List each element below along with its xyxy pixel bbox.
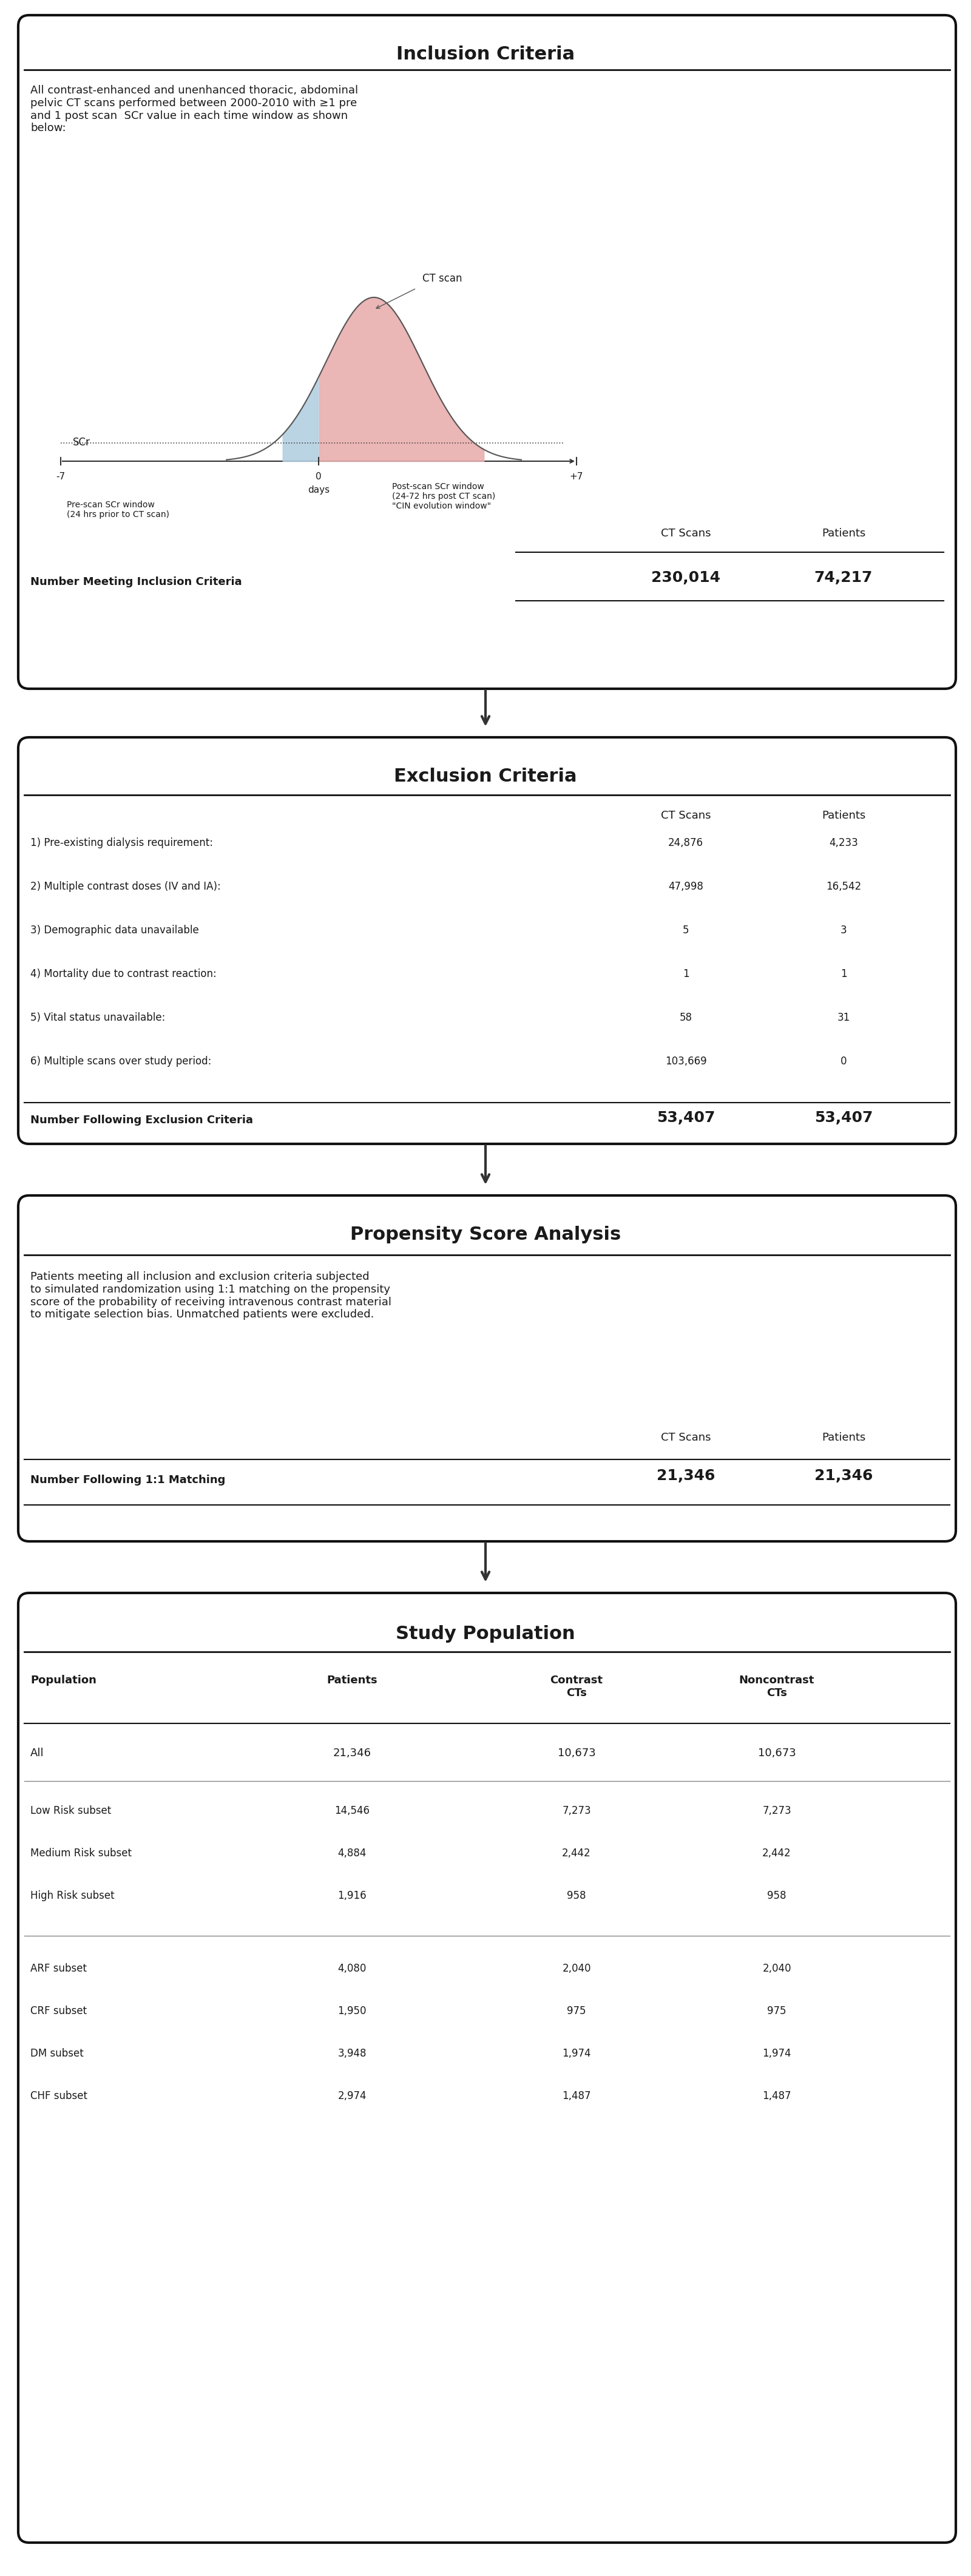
Text: 1: 1 [840, 969, 847, 979]
Text: Population: Population [30, 1674, 96, 1685]
Text: Number Following Exclusion Criteria: Number Following Exclusion Criteria [30, 1115, 253, 1126]
Text: 10,673: 10,673 [557, 1747, 595, 1759]
Text: 1,916: 1,916 [338, 1891, 366, 1901]
Text: SCr: SCr [73, 438, 90, 448]
Text: 6) Multiple scans over study period:: 6) Multiple scans over study period: [30, 1056, 212, 1066]
Text: 16,542: 16,542 [826, 881, 861, 891]
Text: 230,014: 230,014 [652, 569, 720, 585]
Text: 1,487: 1,487 [562, 2092, 591, 2102]
Text: Medium Risk subset: Medium Risk subset [30, 1847, 132, 1860]
Text: 4,233: 4,233 [829, 837, 858, 848]
Text: Number Following 1:1 Matching: Number Following 1:1 Matching [30, 1473, 225, 1486]
Text: 24,876: 24,876 [668, 837, 703, 848]
Text: Exclusion Criteria: Exclusion Criteria [394, 768, 577, 786]
Text: Patients: Patients [821, 809, 865, 822]
Text: 2,974: 2,974 [338, 2092, 366, 2102]
Text: 1) Pre-existing dialysis requirement:: 1) Pre-existing dialysis requirement: [30, 837, 213, 848]
Text: 5) Vital status unavailable:: 5) Vital status unavailable: [30, 1012, 165, 1023]
Text: Contrast
CTs: Contrast CTs [551, 1674, 603, 1698]
Text: 958: 958 [767, 1891, 787, 1901]
Text: 1,974: 1,974 [562, 2048, 591, 2058]
Text: 74,217: 74,217 [815, 569, 873, 585]
Text: 1,974: 1,974 [762, 2048, 791, 2058]
Text: 14,546: 14,546 [334, 1806, 370, 1816]
FancyBboxPatch shape [18, 737, 955, 1144]
Text: 10,673: 10,673 [757, 1747, 796, 1759]
Text: Study Population: Study Population [396, 1625, 575, 1643]
Text: 1: 1 [683, 969, 689, 979]
Text: Propensity Score Analysis: Propensity Score Analysis [351, 1226, 620, 1244]
Text: CHF subset: CHF subset [30, 2092, 87, 2102]
Text: 4) Mortality due to contrast reaction:: 4) Mortality due to contrast reaction: [30, 969, 217, 979]
Text: 53,407: 53,407 [656, 1110, 715, 1126]
Text: Post-scan SCr window
(24-72 hrs post CT scan)
"CIN evolution window": Post-scan SCr window (24-72 hrs post CT … [392, 482, 495, 510]
Text: All: All [30, 1747, 44, 1759]
Text: Noncontrast
CTs: Noncontrast CTs [739, 1674, 815, 1698]
Text: 4,884: 4,884 [338, 1847, 366, 1860]
Text: 2,442: 2,442 [762, 1847, 791, 1860]
Text: 1,950: 1,950 [338, 2007, 366, 2017]
Text: Patients: Patients [821, 528, 865, 538]
FancyBboxPatch shape [18, 1195, 955, 1540]
Text: 3: 3 [840, 925, 847, 935]
Text: 958: 958 [567, 1891, 586, 1901]
Text: 2,040: 2,040 [562, 1963, 591, 1973]
Text: 5: 5 [683, 925, 689, 935]
Text: 2,442: 2,442 [562, 1847, 591, 1860]
Text: 2,040: 2,040 [762, 1963, 791, 1973]
Text: DM subset: DM subset [30, 2048, 84, 2058]
Text: 21,346: 21,346 [333, 1747, 371, 1759]
Text: 21,346: 21,346 [815, 1468, 873, 1484]
Text: Number Meeting Inclusion Criteria: Number Meeting Inclusion Criteria [30, 577, 242, 587]
Text: 58: 58 [680, 1012, 692, 1023]
FancyBboxPatch shape [18, 15, 955, 688]
Text: Patients: Patients [821, 1432, 865, 1443]
FancyBboxPatch shape [18, 1592, 955, 2543]
Text: 4,080: 4,080 [338, 1963, 366, 1973]
Text: Pre-scan SCr window
(24 hrs prior to CT scan): Pre-scan SCr window (24 hrs prior to CT … [67, 500, 169, 518]
Text: CT Scans: CT Scans [660, 528, 711, 538]
Text: All contrast-enhanced and unenhanced thoracic, abdominal
pelvic CT scans perform: All contrast-enhanced and unenhanced tho… [30, 85, 358, 134]
Text: 31: 31 [837, 1012, 850, 1023]
Text: 1,487: 1,487 [762, 2092, 791, 2102]
Text: 7,273: 7,273 [562, 1806, 591, 1816]
Text: 103,669: 103,669 [665, 1056, 707, 1066]
Text: CT scan: CT scan [422, 273, 462, 283]
Text: ARF subset: ARF subset [30, 1963, 86, 1973]
Text: +7: +7 [570, 471, 584, 482]
Text: days: days [308, 484, 329, 495]
Text: 0: 0 [840, 1056, 847, 1066]
Text: 7,273: 7,273 [762, 1806, 791, 1816]
Text: 3) Demographic data unavailable: 3) Demographic data unavailable [30, 925, 199, 935]
Text: 2) Multiple contrast doses (IV and IA):: 2) Multiple contrast doses (IV and IA): [30, 881, 220, 891]
Text: Patients meeting all inclusion and exclusion criteria subjected
to simulated ran: Patients meeting all inclusion and exclu… [30, 1273, 391, 1319]
Text: 47,998: 47,998 [668, 881, 703, 891]
Text: Inclusion Criteria: Inclusion Criteria [396, 46, 575, 62]
Text: 3,948: 3,948 [338, 2048, 366, 2058]
Text: -7: -7 [56, 471, 65, 482]
Text: 53,407: 53,407 [815, 1110, 873, 1126]
Text: High Risk subset: High Risk subset [30, 1891, 115, 1901]
Text: CT Scans: CT Scans [660, 809, 711, 822]
Text: CT Scans: CT Scans [660, 1432, 711, 1443]
Text: CRF subset: CRF subset [30, 2007, 86, 2017]
Text: Patients: Patients [326, 1674, 378, 1685]
Text: 21,346: 21,346 [656, 1468, 715, 1484]
Text: 0: 0 [316, 471, 321, 482]
Text: 975: 975 [767, 2007, 787, 2017]
Text: 975: 975 [567, 2007, 586, 2017]
Text: Low Risk subset: Low Risk subset [30, 1806, 112, 1816]
